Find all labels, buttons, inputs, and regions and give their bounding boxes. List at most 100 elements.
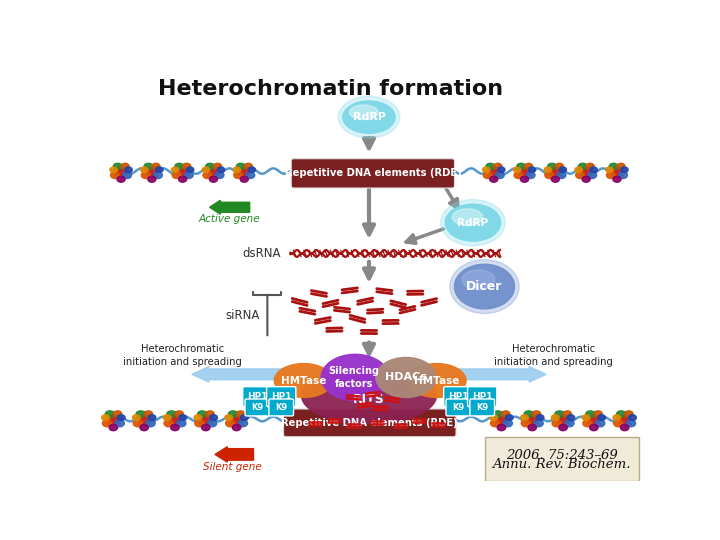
Ellipse shape	[146, 167, 157, 175]
Ellipse shape	[237, 411, 245, 417]
Ellipse shape	[136, 411, 145, 417]
FancyArrow shape	[210, 200, 250, 214]
Ellipse shape	[490, 420, 500, 427]
Ellipse shape	[559, 424, 567, 431]
Ellipse shape	[240, 176, 248, 182]
Ellipse shape	[626, 420, 636, 427]
Ellipse shape	[617, 163, 625, 170]
Ellipse shape	[203, 172, 212, 179]
Ellipse shape	[559, 167, 567, 172]
Ellipse shape	[563, 411, 572, 417]
Ellipse shape	[454, 264, 515, 309]
Ellipse shape	[555, 411, 564, 417]
FancyBboxPatch shape	[291, 159, 454, 188]
Ellipse shape	[445, 204, 500, 241]
Ellipse shape	[164, 420, 174, 427]
Ellipse shape	[200, 415, 212, 423]
Ellipse shape	[125, 167, 132, 172]
Ellipse shape	[184, 172, 193, 179]
Text: K9: K9	[275, 403, 287, 412]
Ellipse shape	[581, 167, 592, 175]
Ellipse shape	[121, 163, 129, 170]
Text: dsRNA: dsRNA	[242, 247, 281, 260]
Ellipse shape	[496, 415, 507, 423]
Ellipse shape	[618, 172, 627, 179]
Text: Heterochromatic
initiation and spreading: Heterochromatic initiation and spreading	[495, 345, 613, 367]
Ellipse shape	[564, 420, 574, 427]
Ellipse shape	[343, 101, 395, 133]
Ellipse shape	[526, 415, 538, 423]
Ellipse shape	[521, 420, 531, 427]
Ellipse shape	[105, 411, 114, 417]
Ellipse shape	[153, 172, 163, 179]
Ellipse shape	[171, 167, 179, 172]
Ellipse shape	[225, 415, 233, 421]
Ellipse shape	[606, 172, 616, 179]
Ellipse shape	[274, 363, 333, 397]
Ellipse shape	[321, 354, 389, 401]
FancyBboxPatch shape	[243, 387, 272, 407]
Ellipse shape	[238, 420, 248, 427]
Text: K9: K9	[476, 403, 488, 412]
Ellipse shape	[590, 424, 598, 431]
Text: K9: K9	[251, 403, 264, 412]
Ellipse shape	[217, 167, 225, 172]
Ellipse shape	[616, 411, 626, 417]
Ellipse shape	[585, 411, 595, 417]
FancyBboxPatch shape	[470, 399, 495, 416]
Ellipse shape	[503, 420, 513, 427]
Ellipse shape	[302, 368, 436, 423]
Ellipse shape	[207, 420, 217, 427]
FancyBboxPatch shape	[269, 399, 294, 416]
Ellipse shape	[172, 172, 181, 179]
Ellipse shape	[197, 411, 207, 417]
Ellipse shape	[239, 167, 250, 175]
Ellipse shape	[177, 167, 188, 175]
Ellipse shape	[555, 163, 564, 170]
Ellipse shape	[575, 172, 585, 179]
Ellipse shape	[108, 415, 119, 423]
Ellipse shape	[625, 411, 633, 417]
Ellipse shape	[494, 163, 502, 170]
Ellipse shape	[521, 415, 528, 421]
Text: HP1: HP1	[472, 392, 492, 401]
Ellipse shape	[598, 415, 606, 421]
Ellipse shape	[231, 415, 242, 423]
Ellipse shape	[117, 176, 125, 182]
FancyBboxPatch shape	[284, 409, 456, 437]
Ellipse shape	[482, 167, 490, 172]
Ellipse shape	[176, 420, 186, 427]
Ellipse shape	[567, 415, 575, 421]
Ellipse shape	[215, 172, 224, 179]
Ellipse shape	[141, 172, 150, 179]
Ellipse shape	[619, 415, 630, 423]
Ellipse shape	[152, 163, 160, 170]
Text: HMTase: HMTase	[281, 375, 326, 386]
Ellipse shape	[210, 415, 217, 421]
Ellipse shape	[595, 420, 605, 427]
Ellipse shape	[113, 163, 122, 170]
Ellipse shape	[244, 163, 253, 170]
Ellipse shape	[163, 415, 171, 421]
Ellipse shape	[514, 172, 523, 179]
Ellipse shape	[552, 415, 559, 421]
FancyArrow shape	[215, 447, 253, 462]
FancyBboxPatch shape	[485, 437, 639, 481]
Text: RdRP: RdRP	[457, 218, 488, 228]
Ellipse shape	[233, 167, 240, 172]
FancyBboxPatch shape	[245, 399, 270, 416]
Ellipse shape	[175, 163, 184, 170]
FancyBboxPatch shape	[444, 387, 473, 407]
Ellipse shape	[202, 424, 210, 431]
Ellipse shape	[186, 167, 194, 172]
Ellipse shape	[493, 411, 503, 417]
Text: Heterochromatic
initiation and spreading: Heterochromatic initiation and spreading	[123, 345, 242, 367]
Ellipse shape	[206, 163, 215, 170]
Text: HP1: HP1	[448, 392, 469, 401]
Ellipse shape	[234, 172, 243, 179]
Ellipse shape	[513, 167, 521, 172]
Ellipse shape	[248, 167, 256, 172]
Ellipse shape	[517, 163, 526, 170]
Ellipse shape	[498, 167, 505, 172]
Ellipse shape	[521, 176, 528, 182]
